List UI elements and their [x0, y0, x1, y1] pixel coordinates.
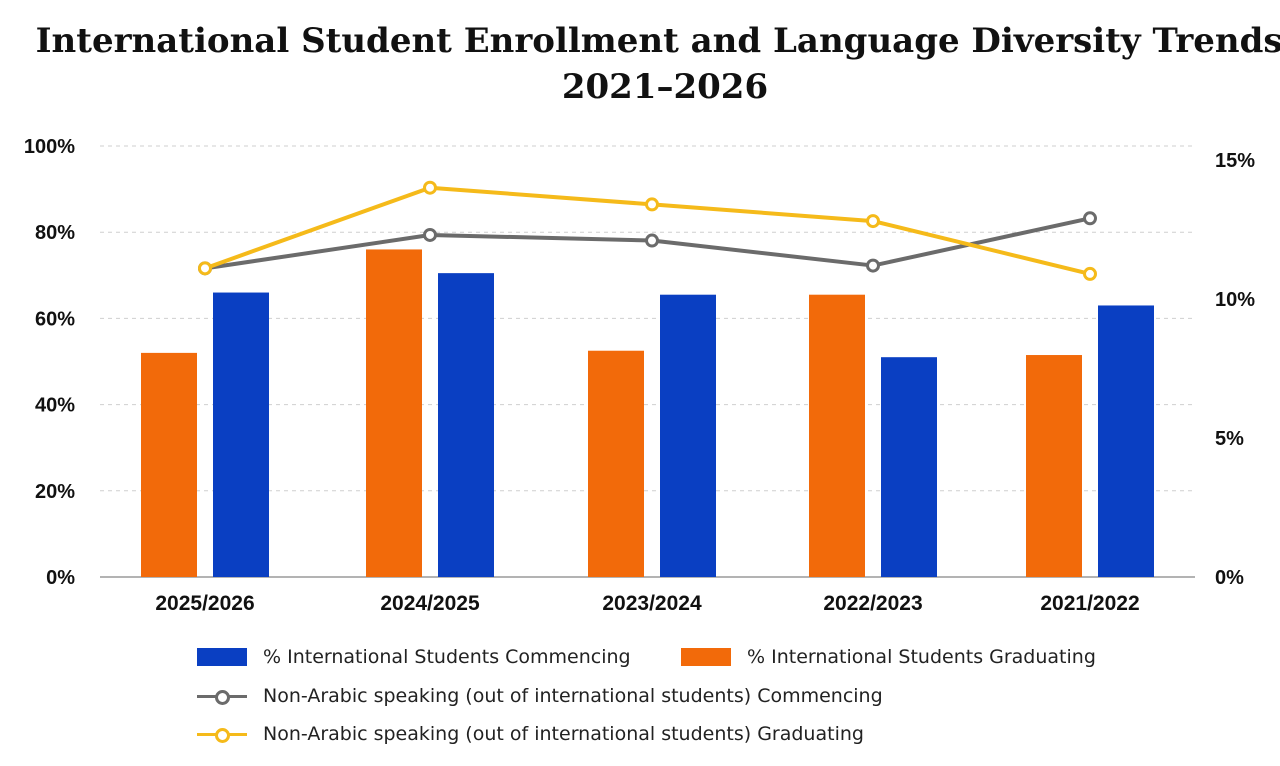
point-commencing: [423, 227, 437, 242]
bar-graduating: [366, 249, 422, 577]
chart-title-line2: 2021–2026: [561, 67, 769, 107]
y-left-tick-label: 20%: [35, 481, 75, 503]
point-graduating: [423, 180, 437, 195]
bar-commencing: [660, 294, 716, 577]
bar-commencing: [1098, 305, 1154, 577]
chart-plot: 0% 20% 40% 60% 80% 100% 0% 5% 10% 15% 2025/2026 202…: [24, 136, 1255, 615]
point-commencing: [1083, 211, 1097, 226]
point-graduating: [866, 214, 880, 229]
legend-label-graduating-line: Non-Arabic speaking (out of internationa…: [263, 723, 864, 745]
y-right-tick-label: 10%: [1215, 289, 1255, 311]
legend-item-graduating-bar: % International Students Graduating: [681, 646, 1096, 668]
legend-swatch-commencing-bar: [197, 648, 247, 666]
y-left-tick-label: 80%: [35, 222, 75, 244]
y-left-tick-label: 0%: [46, 567, 75, 589]
chart-title: International Student Enrollment and Lan…: [0, 18, 1280, 110]
legend-label-graduating-bar: % International Students Graduating: [747, 646, 1096, 668]
legend-label-commencing-line: Non-Arabic speaking (out of internationa…: [263, 685, 883, 707]
legend-item-commencing-line: Non-Arabic speaking (out of internationa…: [197, 685, 883, 707]
y-left-tick-label: 60%: [35, 308, 75, 330]
legend-swatch-graduating-bar: [681, 648, 731, 666]
x-tick-label: 2025/2026: [155, 592, 254, 615]
legend-swatch-graduating-line: [197, 725, 247, 743]
bar-graduating: [1026, 355, 1082, 577]
legend-item-graduating-line: Non-Arabic speaking (out of internationa…: [197, 723, 864, 745]
bar-commencing: [881, 357, 937, 577]
bar-graduating: [588, 350, 644, 577]
point-graduating: [645, 197, 659, 212]
point-commencing: [645, 233, 659, 248]
bar-commencing: [213, 292, 269, 577]
y-left-tick-label: 40%: [35, 395, 75, 417]
x-tick-label: 2021/2022: [1040, 592, 1139, 615]
y-right-tick-label: 15%: [1215, 150, 1255, 172]
x-tick-label: 2024/2025: [380, 592, 480, 615]
point-graduating: [198, 261, 212, 276]
point-graduating: [1083, 266, 1097, 281]
y-left-tick-label: 100%: [24, 136, 75, 158]
bar-graduating: [809, 294, 865, 577]
legend-item-commencing-bar: % International Students Commencing: [197, 646, 631, 668]
legend-swatch-commencing-line: [197, 687, 247, 705]
chart-title-line1: International Student Enrollment and Lan…: [35, 21, 1280, 61]
legend-label-commencing-bar: % International Students Commencing: [263, 646, 631, 668]
bar-graduating: [141, 352, 197, 577]
y-right-tick-label: 0%: [1215, 567, 1244, 589]
point-commencing: [866, 258, 880, 273]
x-tick-label: 2023/2024: [602, 592, 702, 615]
bar-commencing: [438, 273, 494, 577]
y-right-tick-label: 5%: [1215, 428, 1244, 450]
x-tick-label: 2022/2023: [823, 592, 922, 615]
